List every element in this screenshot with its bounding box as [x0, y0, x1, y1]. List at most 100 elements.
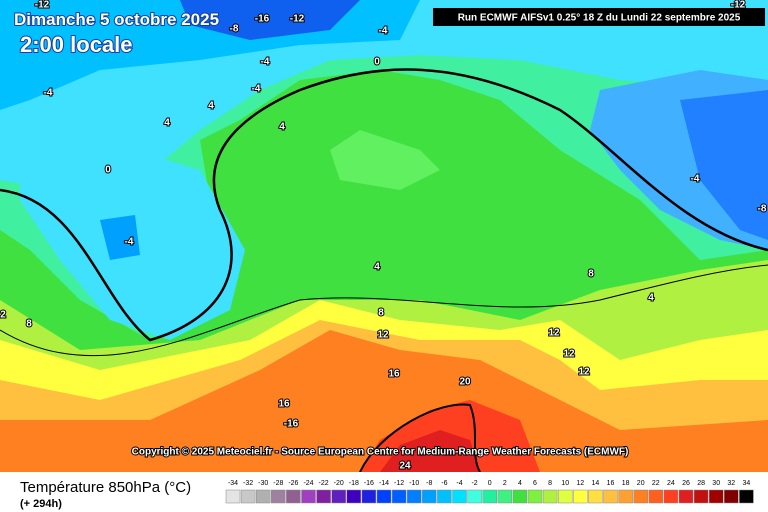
scale-label: 24	[667, 480, 675, 487]
contour-label: 8	[588, 269, 594, 280]
scale-swatch	[422, 489, 437, 504]
scale-swatch	[512, 489, 528, 504]
contour-label: 12	[563, 349, 575, 360]
scale-label: 20	[637, 480, 645, 487]
scale-swatch	[603, 489, 618, 504]
contour-label: -8	[758, 204, 767, 215]
contour-label: 4	[374, 262, 380, 273]
scale-label: 34	[743, 480, 751, 487]
scale-swatch	[286, 489, 301, 504]
scale-label: -20	[334, 480, 344, 487]
scale-label: -22	[319, 480, 329, 487]
scale-swatch	[225, 489, 241, 504]
scale-label: -16	[364, 480, 374, 487]
scale-label: 28	[697, 480, 705, 487]
scale-label: -18	[349, 480, 359, 487]
scale-swatch	[693, 489, 709, 504]
scale-swatch	[406, 489, 422, 504]
scale-label: -4	[456, 480, 462, 487]
scale-label: -12	[394, 480, 404, 487]
scale-swatch	[376, 489, 392, 504]
scale-label: 2	[503, 480, 507, 487]
scale-swatch	[557, 489, 573, 504]
scale-label: 4	[518, 480, 522, 487]
contour-label: 16	[388, 369, 400, 380]
scale-label: 16	[607, 480, 615, 487]
map-title: Dimanche 5 octobre 2025	[14, 10, 219, 29]
scale-swatch	[618, 489, 633, 504]
scale-label: 18	[622, 480, 630, 487]
contour-label: 4	[208, 101, 214, 112]
scale-label: 8	[548, 480, 552, 487]
contour-label: -16	[255, 14, 270, 25]
scale-swatch	[301, 489, 316, 504]
map-time: 2:00 locale	[20, 32, 133, 57]
contour-label: 12	[578, 367, 590, 378]
scale-swatch	[527, 489, 543, 504]
scale-label: -30	[258, 480, 268, 487]
scale-swatch	[331, 489, 346, 504]
scale-swatch	[452, 489, 467, 504]
scale-label: 30	[712, 480, 720, 487]
color-scale: -34 -32 -30 -28 -26 -24 -22 -20 -18 -16 -14 -12 -10-…	[225, 480, 754, 504]
contour-label: -16	[284, 419, 299, 430]
temperature-field	[0, 0, 768, 473]
contour-label: 4	[279, 122, 285, 133]
contour-label: 2	[0, 310, 6, 321]
scale-swatch	[361, 489, 377, 504]
scale-label: 10	[561, 480, 569, 487]
scale-swatch	[316, 489, 331, 504]
scale-swatch	[497, 489, 513, 504]
scale-label: -34	[228, 480, 238, 487]
contour-label: 8	[378, 308, 384, 319]
scale-swatch	[437, 489, 452, 504]
scale-swatch	[271, 489, 286, 504]
contour-label: -4	[252, 84, 261, 95]
contour-label: 12	[548, 328, 560, 339]
scale-label: 26	[682, 480, 690, 487]
scale-swatch	[346, 489, 362, 504]
scale-label: 22	[652, 480, 660, 487]
copyright: Copyright © 2025 Meteociel.fr - Source E…	[132, 447, 629, 458]
scale-swatch	[648, 489, 664, 504]
scale-swatch	[240, 489, 256, 504]
contour-label: 20	[459, 377, 471, 388]
contour-label: -4	[125, 237, 134, 248]
scale-swatch	[724, 489, 739, 504]
scale-swatch	[467, 489, 482, 504]
run-info: Run ECMWF AIFSv1 0.25° 18 Z du Lundi 22 …	[458, 13, 741, 24]
scale-label: -6	[441, 480, 447, 487]
contour-label: 4	[164, 118, 170, 129]
scale-label: -26	[288, 480, 298, 487]
contour-label: 16	[278, 399, 290, 410]
contour-label: 0	[374, 57, 380, 68]
scale-swatch	[588, 489, 603, 504]
scale-swatch	[482, 489, 497, 504]
lead-time: (+ 294h)	[20, 498, 62, 510]
scale-label: -24	[303, 480, 313, 487]
contour-label: -12	[731, 0, 746, 11]
contour-label: 4	[648, 293, 654, 304]
scale-swatch	[573, 489, 588, 504]
contour-label: 8	[26, 319, 32, 330]
contour-label: 12	[377, 330, 389, 341]
scale-label: -28	[273, 480, 283, 487]
scale-swatch	[739, 489, 754, 504]
scale-label: -2	[471, 480, 477, 487]
scale-swatch	[678, 489, 694, 504]
contour-label: -4	[261, 57, 270, 68]
contour-label: -8	[230, 24, 239, 35]
contour-label: 0	[105, 165, 111, 176]
scale-swatch	[633, 489, 648, 504]
scale-label: -32	[243, 480, 253, 487]
variable-label: Température 850hPa (°C)	[20, 479, 191, 496]
contour-label: -4	[379, 26, 388, 37]
scale-swatch	[391, 489, 407, 504]
scale-label: 0	[488, 480, 492, 487]
scale-label: 14	[592, 480, 600, 487]
contour-label: -12	[35, 0, 50, 11]
scale-swatch	[663, 489, 679, 504]
scale-swatch	[708, 489, 724, 504]
